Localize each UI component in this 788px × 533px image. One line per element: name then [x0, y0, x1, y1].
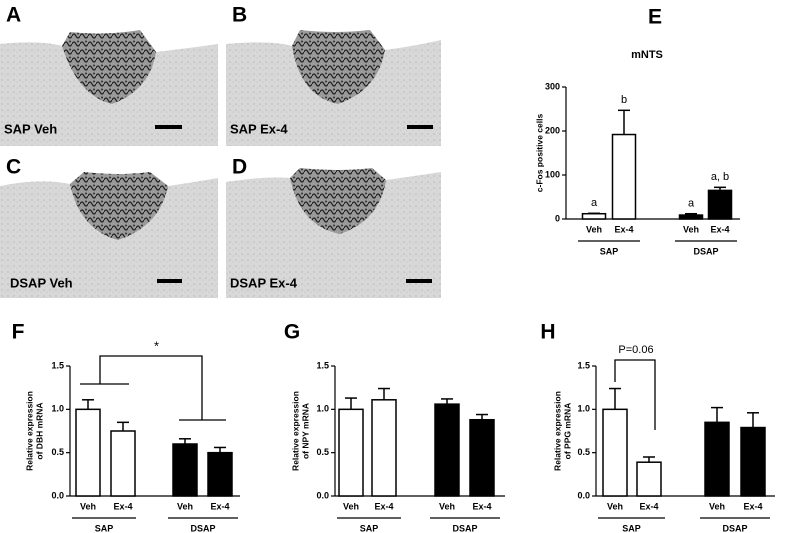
group-label: SAP: [95, 523, 114, 533]
y-tick-label: 0: [555, 213, 560, 223]
y-tick-label: 1.0: [51, 404, 64, 414]
bar: [581, 212, 607, 220]
x-tick-label: Veh: [177, 501, 193, 511]
x-tick-label: Veh: [586, 224, 602, 234]
micrograph-caption: SAP Veh: [4, 121, 57, 136]
bar: [110, 430, 136, 497]
significance-letter: b: [621, 94, 627, 106]
panel-letter: A: [6, 4, 21, 27]
significance-bracket: [80, 355, 226, 421]
bar: [678, 214, 704, 220]
group-label: DSAP: [722, 523, 747, 533]
group-label: DSAP: [693, 246, 718, 256]
bar: [75, 408, 101, 497]
x-tick-label: Veh: [343, 501, 359, 511]
x-tick-label: Veh: [439, 501, 455, 511]
y-axis-label: Relative expression: [290, 391, 300, 471]
panel-letter: E: [648, 6, 662, 29]
x-tick-label: Ex-4: [639, 501, 658, 511]
bar: [740, 426, 766, 497]
y-tick-label: 0.0: [51, 490, 64, 500]
panel-letter: F: [12, 321, 25, 344]
x-tick-label: Ex-4: [113, 501, 132, 511]
y-axis-label: Relative expression: [24, 391, 34, 471]
y-axis-label: Relative expression: [552, 391, 562, 471]
micrograph-d: [226, 152, 441, 298]
bar: [636, 461, 662, 497]
y-tick-label: 1.5: [316, 360, 329, 370]
y-axis-label: of NPY mRNA: [300, 403, 310, 459]
y-tick-label: 100: [545, 169, 560, 179]
chart-title: mNTS: [631, 49, 663, 61]
bar: [707, 189, 733, 220]
bar: [434, 403, 460, 497]
y-tick-label: 0.0: [316, 490, 329, 500]
y-tick-label: 1.5: [51, 360, 64, 370]
significance-label: *: [154, 338, 159, 353]
bar: [469, 418, 495, 497]
x-tick-label: Veh: [80, 501, 96, 511]
panel-letter: B: [232, 4, 247, 27]
x-tick-label: Ex-4: [743, 501, 762, 511]
group-label: SAP: [360, 523, 379, 533]
y-tick-label: 1.0: [316, 404, 329, 414]
x-tick-label: Ex-4: [472, 501, 491, 511]
group-label: DSAP: [190, 523, 215, 533]
x-tick-label: Ex-4: [614, 224, 633, 234]
x-tick-label: Ex-4: [374, 501, 393, 511]
y-tick-label: 0.5: [51, 447, 64, 457]
panel-letter: C: [6, 156, 21, 179]
significance-letter: a, b: [711, 171, 729, 183]
y-axis-label: c-Fos positive cells: [534, 114, 544, 193]
y-tick-label: 0.5: [316, 447, 329, 457]
bar: [611, 133, 637, 220]
bar: [704, 421, 730, 497]
group-label: SAP: [622, 523, 641, 533]
bar: [338, 408, 364, 497]
significance-bracket: [614, 359, 656, 430]
micrograph-caption: DSAP Ex-4: [230, 275, 298, 290]
micrograph-a: [0, 0, 218, 146]
y-axis-label: of DBH mRNA: [34, 402, 44, 459]
y-tick-label: 1.0: [577, 404, 590, 414]
panel-letter: G: [284, 321, 300, 344]
micrograph-caption: SAP Ex-4: [230, 121, 288, 136]
significance-label: P=0.06: [618, 344, 653, 356]
bar: [207, 451, 233, 497]
x-tick-label: Veh: [709, 501, 725, 511]
significance-letter: a: [591, 197, 598, 209]
significance-letter: a: [688, 198, 695, 210]
group-label: SAP: [600, 246, 619, 256]
bar: [371, 399, 397, 497]
y-tick-label: 1.5: [577, 360, 590, 370]
group-label: DSAP: [452, 523, 477, 533]
y-tick-label: 0.5: [577, 447, 590, 457]
y-tick-label: 300: [545, 81, 560, 91]
bar: [172, 443, 198, 497]
micrograph-c: [0, 152, 218, 298]
micrograph-caption: DSAP Veh: [10, 275, 73, 290]
bar: [602, 408, 628, 497]
panel-letter: H: [540, 321, 555, 344]
micrograph-b: [226, 0, 441, 146]
y-axis-label: of PPG mRNA: [562, 403, 572, 460]
y-tick-label: 200: [545, 125, 560, 135]
panel-letter: D: [232, 156, 247, 179]
x-tick-label: Veh: [607, 501, 623, 511]
x-tick-label: Veh: [683, 224, 699, 234]
x-tick-label: Ex-4: [210, 501, 229, 511]
x-tick-label: Ex-4: [710, 224, 729, 234]
y-tick-label: 0.0: [577, 490, 590, 500]
